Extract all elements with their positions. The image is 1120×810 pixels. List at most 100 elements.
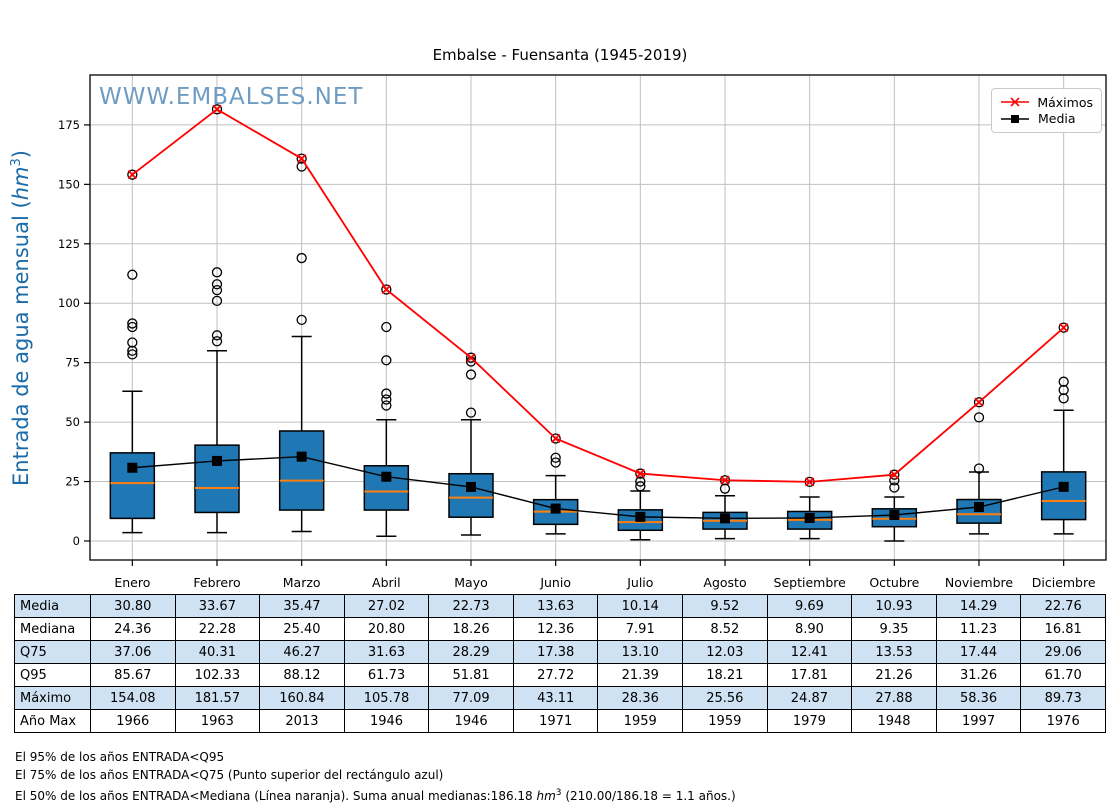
table-cell: 27.02: [343, 594, 430, 618]
table-row-máximo: Máximo 154.08 181.57 160.84 105.78 77.09 43.11…: [14, 686, 1106, 710]
outlier-point: [381, 400, 392, 411]
table-cell: 1997: [935, 709, 1022, 733]
table-cell: 13.10: [597, 640, 684, 664]
media-marker: [974, 502, 984, 513]
footer-unit-exponent: 3: [555, 788, 562, 798]
outlier-point: [127, 169, 138, 180]
y-tick-label: 0: [73, 534, 80, 548]
outlier-point: [550, 457, 561, 468]
outlier-point: [381, 394, 392, 405]
outlier-point: [381, 321, 392, 333]
maximos-line-icon: [1001, 97, 1029, 107]
legend-label-maximos: Máximos: [1037, 94, 1093, 110]
y-axis-label-suffix: ): [9, 150, 33, 159]
table-cell: 20.80: [343, 617, 430, 641]
table-cell: 25.40: [259, 617, 345, 641]
media-series: [127, 451, 1069, 524]
boxplot-mayo: [448, 352, 494, 536]
outlier-point: [211, 104, 223, 115]
table-row-mediana: Mediana 24.36 22.28 25.40 20.80 18.26 12.36 7.9…: [14, 617, 1106, 641]
table-cell: 181.57: [174, 686, 261, 710]
outlier-point: [127, 321, 138, 333]
outlier-point: [889, 482, 900, 493]
boxplot-diciembre: [1040, 322, 1087, 535]
x-tick-label-agosto: Agosto: [703, 575, 746, 590]
table-cell: 9.35: [851, 617, 937, 641]
media-marker: [296, 451, 307, 462]
legend-label-media: Media: [1038, 111, 1076, 127]
table-cell: 1963: [174, 709, 261, 733]
table-row-label: Año Max: [14, 709, 91, 733]
media-marker: [466, 481, 476, 492]
table-cell: 61.70: [1020, 663, 1106, 687]
outlier-point: [127, 345, 138, 356]
footer-note-mediana: El 50% de los años ENTRADA<Mediana (Líne…: [15, 784, 736, 805]
table-cell: 37.06: [90, 640, 176, 664]
maximos-marker: [805, 477, 815, 487]
table-row-año-max: Año Max 1966 1963 2013 1946 1946 1971 1959 1959 1…: [14, 709, 1106, 733]
table-cell: 105.78: [343, 686, 430, 710]
outlier-point: [465, 369, 477, 380]
table-cell: 21.26: [851, 663, 937, 687]
table-cell: 12.36: [512, 617, 599, 641]
iqr-box: [194, 444, 240, 514]
table-row-label: Q95: [14, 663, 91, 687]
table-cell: 12.03: [682, 640, 768, 664]
footer-note-mediana-suffix: (210.00/186.18 = 1.1 años.): [561, 789, 736, 803]
outlier-point: [211, 330, 223, 341]
outlier-point: [381, 284, 392, 295]
table-cell: 8.90: [766, 617, 853, 641]
table-cell: 30.80: [90, 594, 176, 618]
table-cell: 1959: [597, 709, 684, 733]
outlier-point: [127, 349, 138, 360]
outlier-point: [465, 352, 477, 363]
table-cell: 13.53: [851, 640, 937, 664]
outlier-point: [211, 267, 223, 278]
table-row-media: Media 30.80 33.67 35.47 27.02 22.73 13.63 10.14…: [14, 594, 1106, 618]
table-cell: 1946: [428, 709, 514, 733]
x-tick-label-julio: Julio: [626, 575, 653, 590]
y-tick-label: 150: [58, 177, 80, 191]
table-cell: 9.52: [682, 594, 768, 618]
table-cell: 25.56: [682, 686, 768, 710]
table-cell: 154.08: [90, 686, 176, 710]
table-cell: 43.11: [512, 686, 599, 710]
maximos-marker: [127, 170, 137, 180]
outlier-point: [211, 295, 223, 307]
table-cell: 85.67: [90, 663, 176, 687]
media-marker: [889, 509, 900, 520]
y-tick-label: 175: [58, 118, 80, 132]
outlier-point: [127, 337, 138, 348]
table-row-label: Q75: [14, 640, 91, 664]
table-cell: 46.27: [259, 640, 345, 664]
boxplots: [109, 104, 1087, 542]
y-axis-unit-exponent: 3: [9, 158, 24, 167]
outlier-point: [211, 279, 223, 290]
media-marker: [804, 512, 815, 523]
outlier-point: [296, 314, 307, 326]
x-tick-label-noviembre: Noviembre: [945, 575, 1014, 590]
table-cell: 1966: [90, 709, 176, 733]
media-marker: [635, 511, 646, 522]
outlier-point: [1058, 376, 1069, 387]
media-line-icon: [1001, 114, 1029, 123]
table-cell: 102.33: [174, 663, 261, 687]
table-cell: 17.44: [935, 640, 1022, 664]
x-tick-label-junio: Junio: [539, 575, 571, 590]
table-cell: 10.14: [597, 594, 684, 618]
table-cell: 1976: [1020, 709, 1106, 733]
footer-note-mediana-text: El 50% de los años ENTRADA<Mediana (Líne…: [15, 789, 537, 803]
media-marker: [212, 455, 222, 466]
table-cell: 1948: [851, 709, 937, 733]
legend-item-media: Media: [1000, 111, 1093, 127]
y-tick-label: 25: [65, 475, 80, 489]
table-cell: 21.39: [597, 663, 684, 687]
maximos-marker: [297, 153, 307, 164]
table-cell: 88.12: [259, 663, 345, 687]
media-marker: [1058, 481, 1069, 492]
outlier-point: [127, 269, 138, 280]
table-cell: 61.73: [343, 663, 430, 687]
table-cell: 24.87: [766, 686, 853, 710]
table-cell: 31.26: [935, 663, 1022, 687]
table-cell: 35.47: [259, 594, 345, 618]
